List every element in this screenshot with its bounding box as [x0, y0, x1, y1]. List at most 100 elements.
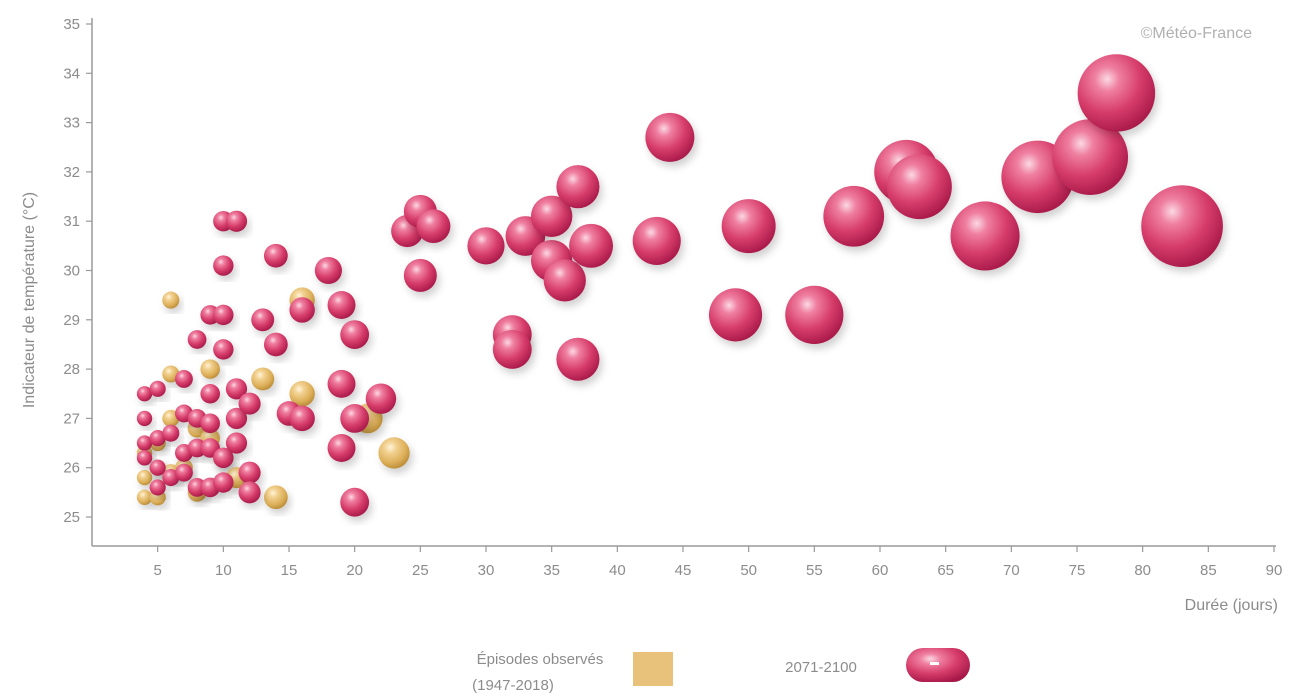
future-bubble [886, 154, 952, 220]
x-tick-label: 30 [478, 562, 495, 579]
future-bubble [543, 259, 586, 302]
future-bubble [327, 291, 356, 319]
legend-observed-period: (1947-2018) [472, 677, 554, 694]
future-bubble [1141, 185, 1223, 267]
future-bubble [263, 332, 288, 357]
future-bubble [314, 256, 342, 285]
y-tick-label: 32 [63, 164, 80, 181]
future-bubble [632, 216, 681, 265]
future-series [136, 54, 1223, 517]
future-bubble [136, 450, 153, 466]
x-axis-title: Durée (jours) [1185, 597, 1278, 614]
future-bubble [492, 329, 532, 369]
future-bubble [238, 481, 261, 504]
future-bubble [149, 479, 166, 496]
x-tick-label: 80 [1134, 562, 1151, 579]
future-bubble [467, 227, 505, 265]
future-bubble [187, 330, 207, 349]
future-bubble [238, 461, 261, 484]
y-tick-label: 30 [63, 263, 80, 280]
y-tick-label: 29 [63, 312, 80, 329]
x-tick-label: 5 [153, 562, 161, 579]
future-bubble [174, 370, 193, 388]
x-tick-label: 90 [1266, 562, 1283, 579]
future-bubble [708, 288, 763, 342]
x-tick-label: 70 [1003, 562, 1020, 579]
observed-bubble [136, 489, 153, 505]
x-tick-label: 35 [543, 562, 560, 579]
future-bubble [136, 386, 153, 402]
observed-bubble [263, 485, 288, 510]
x-tick-label: 10 [215, 562, 232, 579]
future-bubble [950, 201, 1020, 271]
plot-area: 5 10 15 20 25 30 35 40 45 50 55 60 65 70 75 80 85 90 25 26 2… [63, 16, 1282, 579]
future-bubble [1052, 119, 1129, 196]
future-bubble [289, 297, 315, 323]
future-bubble [225, 378, 248, 400]
future-bubble [289, 405, 315, 432]
future-bubble [238, 392, 261, 415]
y-tick-label: 35 [63, 16, 80, 33]
x-tick-label: 60 [872, 562, 889, 579]
future-bubble [213, 255, 234, 276]
future-bubble [340, 487, 370, 517]
future-bubble [149, 459, 166, 476]
observed-bubble [251, 367, 275, 391]
future-bubble [149, 430, 166, 447]
future-bubble [785, 285, 844, 344]
axis-ticks: 5 10 15 20 25 30 35 40 45 50 55 60 65 70 75 80 85 90 25 26 2… [63, 16, 1282, 579]
future-bubble [225, 210, 248, 232]
future-bubble [823, 185, 885, 247]
future-bubble [403, 258, 437, 292]
x-tick-label: 50 [740, 562, 757, 579]
future-bubble [213, 339, 234, 360]
observed-bubble [378, 437, 410, 469]
future-bubble [416, 209, 451, 244]
future-bubble [530, 195, 573, 237]
legend-observed-swatch [633, 652, 673, 686]
future-bubble [1077, 54, 1156, 132]
future-bubble [645, 112, 695, 162]
future-bubble [225, 407, 248, 430]
future-bubble [213, 447, 234, 469]
x-tick-label: 20 [346, 562, 363, 579]
y-tick-label: 34 [63, 65, 80, 82]
future-bubble [263, 243, 288, 268]
future-bubble [569, 223, 614, 268]
future-bubble [225, 432, 248, 454]
x-tick-label: 85 [1200, 562, 1217, 579]
legend-future-swatch [906, 648, 970, 682]
future-bubble [200, 383, 220, 404]
y-tick-label: 25 [63, 509, 80, 526]
future-bubble [200, 413, 220, 434]
y-tick-label: 26 [63, 460, 80, 477]
future-bubble [327, 369, 356, 398]
future-bubble [174, 463, 193, 482]
future-bubble [162, 424, 180, 442]
credit-label: ©Météo-France [1141, 25, 1252, 42]
future-bubble [340, 404, 370, 433]
x-tick-label: 45 [675, 562, 692, 579]
x-tick-label: 15 [281, 562, 298, 579]
legend-observed-label: Épisodes observés [477, 651, 604, 668]
future-bubble [213, 472, 234, 493]
future-bubble [213, 304, 234, 326]
x-tick-label: 25 [412, 562, 429, 579]
y-tick-label: 33 [63, 115, 80, 132]
y-axis-title: Indicateur de température (°C) [21, 192, 38, 408]
future-bubble [365, 383, 397, 414]
observed-bubble [162, 291, 180, 309]
x-tick-label: 40 [609, 562, 626, 579]
future-bubble [327, 434, 356, 462]
y-tick-label: 28 [63, 361, 80, 378]
legend-future-label: 2071-2100 [785, 659, 857, 676]
future-bubble [721, 199, 776, 254]
future-bubble [136, 435, 153, 451]
observed-bubble [289, 381, 315, 407]
future-bubble [136, 410, 153, 427]
y-tick-label: 27 [63, 410, 80, 427]
x-tick-label: 55 [806, 562, 823, 579]
legend: Épisodes observés (1947-2018) 2071-2100 [472, 648, 970, 694]
observed-bubble [200, 359, 220, 379]
